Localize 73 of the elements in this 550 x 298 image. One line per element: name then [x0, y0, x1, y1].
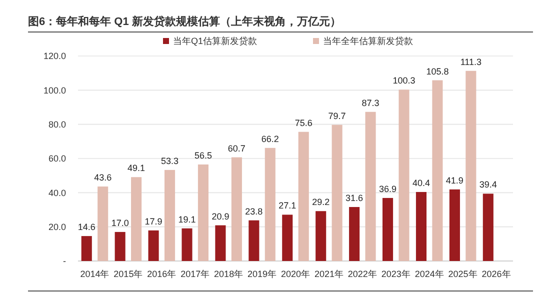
chart-title: 图6：每年和每年 Q1 新发贷款规模估算（上年末视角，万亿元） [28, 15, 341, 28]
bar [164, 170, 176, 261]
data-label: 79.7 [328, 110, 346, 121]
bar [432, 80, 443, 261]
x-tick-label: 2020年 [280, 269, 310, 279]
data-label: 111.3 [460, 56, 482, 67]
data-label: 31.6 [346, 193, 364, 204]
data-label: 75.6 [294, 118, 312, 128]
data-label: 20.9 [212, 211, 230, 222]
x-tick-label: 2022年 [348, 269, 377, 279]
data-label: 87.3 [362, 98, 380, 108]
y-tick-label: 40.0 [48, 188, 66, 198]
bar [282, 214, 293, 261]
bar [231, 157, 242, 261]
x-tick-label: 2014年 [80, 269, 110, 279]
data-label: 29.2 [312, 197, 330, 208]
bar [182, 228, 192, 261]
bar [81, 236, 92, 261]
bar [298, 132, 309, 261]
data-label: 53.3 [161, 156, 179, 166]
y-tick-label: 60.0 [48, 154, 66, 164]
bar [349, 207, 360, 261]
bar [382, 198, 394, 261]
data-label: 14.6 [78, 222, 96, 232]
data-label: 66.2 [261, 134, 279, 144]
y-tick-label: 20.0 [48, 222, 66, 232]
bar [466, 70, 476, 261]
data-label: 36.9 [379, 184, 397, 194]
bar [131, 177, 142, 261]
bar [416, 192, 427, 261]
legend-label: 当年Q1估算新发贷款 [173, 36, 258, 46]
bar [98, 186, 108, 261]
bar [398, 90, 410, 261]
data-label: 27.1 [278, 200, 296, 211]
bar [114, 232, 126, 261]
data-label: 40.4 [412, 178, 430, 188]
data-label: 39.4 [479, 180, 497, 190]
y-tick-label: 80.0 [48, 119, 66, 130]
x-tick-label: 2016年 [147, 269, 176, 279]
legend-label: 当年全年估算新发贷款 [323, 36, 413, 46]
data-label: 105.8 [426, 66, 449, 76]
bar [215, 225, 226, 261]
data-label: 23.8 [245, 206, 263, 216]
data-label: 60.7 [228, 143, 246, 154]
x-tick-label: 2024年 [414, 269, 444, 279]
bar [449, 189, 460, 261]
bar [332, 124, 342, 261]
x-tick-label: 2025年 [448, 269, 478, 279]
bar [264, 148, 276, 261]
bar [198, 164, 208, 261]
x-tick-label: 2018年 [214, 269, 244, 279]
data-label: 43.6 [94, 172, 112, 183]
bar [482, 194, 494, 261]
x-tick-label: 2015年 [114, 269, 143, 279]
data-label: 17.0 [111, 218, 129, 228]
y-tick-label: 120.0 [43, 51, 66, 62]
y-tick-label: 100.0 [43, 85, 66, 96]
data-label: 49.1 [128, 163, 146, 174]
bar [316, 211, 326, 261]
x-tick-label: 2021年 [314, 269, 344, 279]
bar [248, 220, 260, 261]
data-label: 19.1 [178, 214, 196, 224]
x-tick-label: 2019年 [248, 269, 277, 279]
data-label: 56.5 [194, 150, 212, 160]
data-label: 17.9 [144, 216, 162, 226]
x-tick-label: 2026年 [482, 269, 511, 279]
y-tick-label: - [63, 256, 66, 266]
x-tick-label: 2017年 [180, 269, 210, 279]
bar [365, 112, 376, 261]
data-label: 100.3 [392, 76, 416, 86]
data-label: 41.9 [446, 175, 464, 186]
bar [148, 230, 159, 261]
x-tick-label: 2023年 [381, 269, 410, 279]
